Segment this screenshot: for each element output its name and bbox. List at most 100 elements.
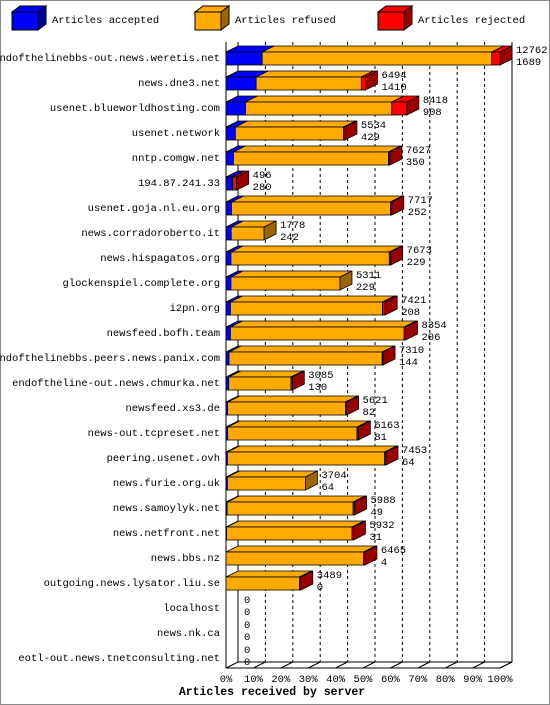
category-label: peering.usenet.ovh [107, 453, 220, 465]
x-tick-label: 30% [299, 674, 319, 686]
legend-swatch [11, 11, 39, 31]
x-tick-label: 90% [463, 674, 483, 686]
offered-label: 7453 [402, 445, 427, 457]
accepted-label: 64 [321, 482, 334, 494]
bar-top [245, 95, 404, 103]
bar-side [263, 220, 277, 241]
accepted-label: 0 [244, 607, 250, 619]
bar-side [389, 145, 403, 166]
bar-segment [228, 376, 292, 391]
category-label: 194.87.241.33 [138, 178, 220, 190]
bar-side [236, 170, 250, 191]
bar-segment [232, 151, 389, 166]
bar-side [365, 70, 378, 91]
accepted-label: 252 [408, 207, 427, 219]
bar-top [230, 245, 402, 253]
x-tick-label: 80% [436, 674, 456, 686]
bar-top [225, 570, 312, 578]
accepted-label: 350 [406, 157, 425, 169]
accepted-label: 0 [317, 582, 323, 594]
bar-side [499, 45, 513, 66]
bar-side [390, 245, 404, 266]
bar-top [226, 520, 365, 528]
category-label: newsfeed.bofh.team [107, 328, 220, 340]
bar-segment [230, 276, 341, 291]
bar-side [382, 345, 396, 366]
bar-side [384, 295, 398, 316]
offered-label: 3085 [308, 370, 333, 382]
bar-segment [391, 101, 408, 116]
accepted-label: 4 [381, 557, 387, 569]
tick-mark [225, 661, 239, 669]
offered-label: 12762 [516, 45, 548, 57]
offered-label: 5534 [361, 120, 386, 132]
offered-label: 8354 [421, 320, 446, 332]
category-label: usenet.network [132, 128, 220, 140]
accepted-label: 429 [361, 132, 380, 144]
accepted-label: 908 [423, 107, 442, 119]
bar-side [344, 120, 358, 141]
x-tick-label: 70% [408, 674, 428, 686]
offered-label: 6163 [374, 420, 399, 432]
bar-top [233, 145, 401, 153]
offered-label: 3704 [321, 470, 346, 482]
accepted-label: 64 [402, 457, 415, 469]
category-label: i2pn.org [170, 303, 220, 315]
offered-label: 7421 [401, 295, 426, 307]
x-tick-label: 10% [244, 674, 264, 686]
category-label: newsfeed.xs3.de [125, 403, 220, 415]
x-tick-label: 0% [220, 674, 233, 686]
bar-top [230, 320, 417, 328]
category-label: endofthelinebbs-out.news.weretis.net [0, 53, 220, 65]
accepted-label: 31 [369, 532, 382, 544]
offered-label: 7673 [407, 245, 432, 257]
tick-mark [307, 661, 321, 669]
offered-label: 5311 [356, 270, 381, 282]
bar-segment [225, 251, 232, 266]
bar-top [227, 395, 358, 403]
bar-segment [230, 251, 390, 266]
bar-segment [226, 476, 306, 491]
offered-label: 6494 [381, 70, 406, 82]
bar-segment [226, 526, 353, 541]
accepted-label: 280 [253, 182, 272, 194]
accepted-label: 82 [363, 407, 376, 419]
offered-label: 0 [244, 645, 250, 657]
category-label: outgoing.news.lysator.liu.se [44, 578, 220, 590]
bar-segment [225, 151, 234, 166]
bar-segment [225, 51, 263, 66]
bar-segment [225, 276, 232, 291]
bar-segment [225, 126, 236, 141]
offered-label: 6465 [381, 545, 406, 557]
category-label: news.furie.org.uk [113, 478, 220, 490]
bar-segment [226, 501, 354, 516]
bar-side [346, 395, 359, 416]
category-label: news.bbs.nz [151, 553, 220, 565]
offered-label: 7310 [399, 345, 424, 357]
bar-top [227, 470, 318, 478]
bar-side [291, 370, 305, 391]
bar-side [406, 95, 420, 116]
bar-side [305, 470, 318, 491]
bar-side [353, 520, 366, 541]
bar-segment [225, 176, 233, 191]
accepted-label: 208 [401, 307, 420, 319]
category-label: news.netfront.net [113, 528, 220, 540]
bar-segment [225, 326, 231, 341]
bar-top [230, 295, 395, 303]
category-label: news.corradoroberto.it [81, 228, 220, 240]
bar-segment [360, 76, 366, 91]
tick-mark [417, 661, 431, 669]
bar-side [385, 445, 399, 466]
bar-segment [225, 101, 246, 116]
x-tick-label: 20% [271, 674, 291, 686]
bar-segment [227, 401, 346, 416]
bar-top [227, 420, 370, 428]
category-label: news.samoylyk.net [113, 503, 220, 515]
bar-segment [255, 76, 362, 91]
legend-swatch [377, 11, 405, 31]
offered-label: 7717 [408, 195, 433, 207]
bar-top [230, 270, 353, 278]
bar-side [391, 195, 405, 216]
